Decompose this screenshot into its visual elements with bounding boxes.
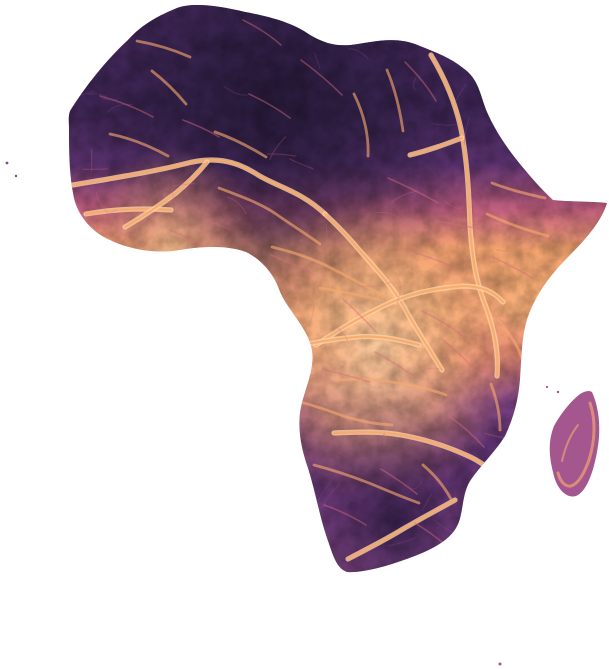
tributary-65 <box>140 293 160 306</box>
tributary-56 <box>211 450 229 475</box>
tributary-34 <box>123 380 126 391</box>
tributary-69 <box>91 431 93 450</box>
tributary-1 <box>500 523 516 531</box>
tributary-19 <box>156 436 173 453</box>
tributary-55 <box>211 422 215 441</box>
tributary-52 <box>276 445 297 469</box>
tributary-33 <box>285 528 290 543</box>
tributary-45 <box>234 481 238 498</box>
tributary-35 <box>201 361 217 378</box>
tributary-13 <box>206 432 219 461</box>
tributary-74 <box>273 531 276 561</box>
tributary-15 <box>237 478 243 489</box>
tributary-28 <box>185 523 208 528</box>
tributary-64 <box>220 494 225 510</box>
tributary-32 <box>261 444 279 457</box>
tributary-61 <box>164 466 187 470</box>
tributary-77 <box>276 502 294 520</box>
tributary-78 <box>99 316 122 337</box>
tributary-44 <box>164 544 179 568</box>
tributary-38 <box>299 544 311 562</box>
tributary-0 <box>509 134 522 150</box>
tributary-14 <box>80 392 100 408</box>
tributary-70 <box>125 412 146 436</box>
tributary-7 <box>513 99 520 127</box>
tributary-60 <box>126 530 149 534</box>
tributary-81 <box>195 527 213 542</box>
madagascar-island <box>550 391 600 497</box>
tributary-20 <box>226 353 250 375</box>
tributary-39 <box>77 54 92 55</box>
tributary-67 <box>285 346 291 357</box>
tributary-6 <box>195 338 208 357</box>
tributary-57 <box>166 259 185 275</box>
